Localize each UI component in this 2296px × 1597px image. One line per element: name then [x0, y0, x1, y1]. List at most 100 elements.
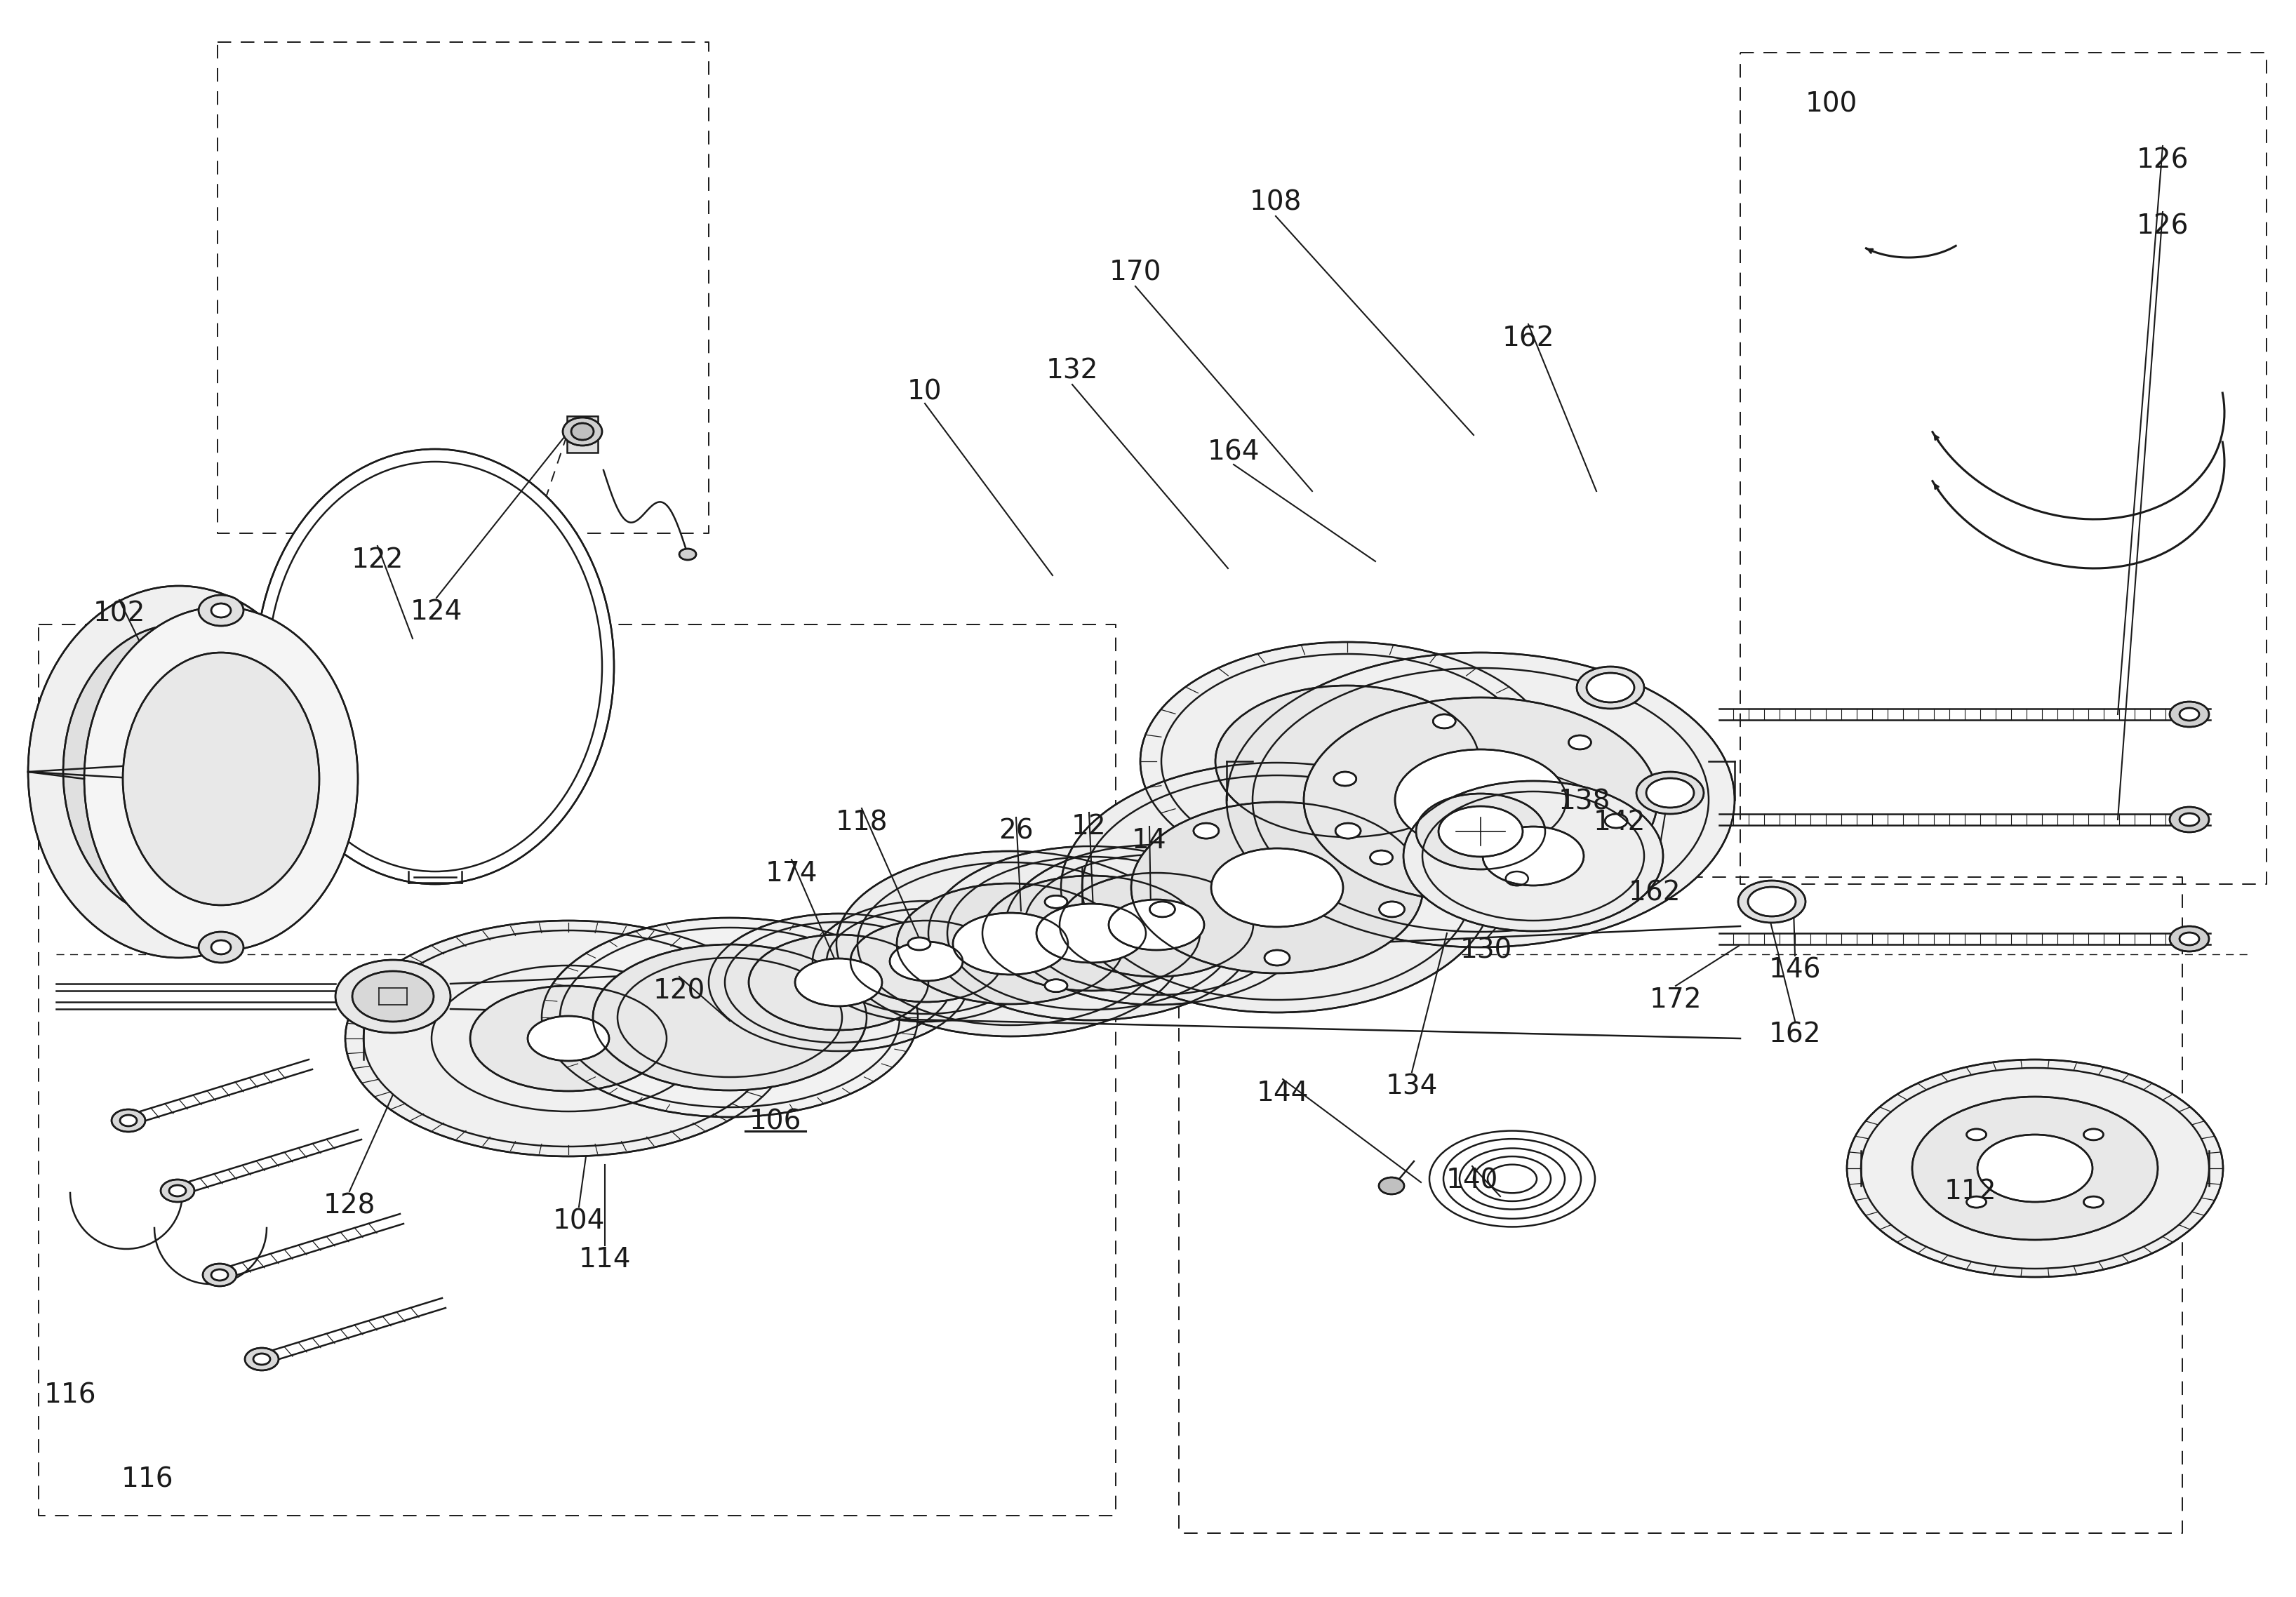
Ellipse shape: [2170, 806, 2209, 832]
Ellipse shape: [813, 901, 1040, 1022]
Ellipse shape: [85, 607, 358, 950]
Ellipse shape: [592, 944, 866, 1091]
Ellipse shape: [1635, 771, 1704, 814]
Text: 126: 126: [2135, 212, 2188, 240]
Ellipse shape: [1215, 685, 1479, 837]
Ellipse shape: [907, 937, 930, 950]
Text: 130: 130: [1460, 937, 1511, 965]
Ellipse shape: [1150, 902, 1176, 917]
Text: 174: 174: [765, 861, 817, 886]
Ellipse shape: [197, 596, 243, 626]
Ellipse shape: [2170, 926, 2209, 952]
Ellipse shape: [542, 918, 918, 1116]
Ellipse shape: [1378, 1177, 1403, 1195]
Ellipse shape: [928, 846, 1254, 1020]
Ellipse shape: [528, 1016, 608, 1060]
Text: 116: 116: [122, 1466, 174, 1493]
Text: 146: 146: [1768, 957, 1821, 984]
Ellipse shape: [1334, 822, 1359, 838]
Ellipse shape: [1006, 845, 1306, 1005]
Text: 120: 120: [652, 977, 705, 1005]
Ellipse shape: [1605, 814, 1628, 827]
Ellipse shape: [161, 1180, 195, 1203]
Text: 162: 162: [1628, 880, 1681, 905]
Text: 126: 126: [2135, 147, 2188, 174]
Text: 108: 108: [1249, 188, 1302, 216]
Ellipse shape: [1210, 848, 1343, 926]
Ellipse shape: [1977, 1134, 2092, 1203]
Ellipse shape: [983, 875, 1199, 990]
Text: 106: 106: [748, 1108, 801, 1134]
Ellipse shape: [1132, 802, 1424, 973]
Text: 100: 100: [1805, 91, 1857, 117]
Ellipse shape: [2082, 1196, 2103, 1207]
Ellipse shape: [246, 1348, 278, 1370]
Ellipse shape: [1506, 872, 1527, 886]
Text: 14: 14: [1132, 827, 1166, 854]
Ellipse shape: [1747, 886, 1795, 917]
Ellipse shape: [1646, 778, 1694, 808]
Ellipse shape: [1965, 1129, 1986, 1140]
Ellipse shape: [1035, 904, 1146, 963]
Ellipse shape: [1265, 950, 1290, 966]
Text: 162: 162: [1502, 324, 1554, 351]
Ellipse shape: [351, 971, 434, 1022]
Ellipse shape: [1913, 1097, 2158, 1239]
Text: 104: 104: [553, 1207, 604, 1234]
Ellipse shape: [1334, 771, 1357, 786]
Ellipse shape: [122, 653, 319, 905]
Text: 122: 122: [351, 546, 404, 573]
Ellipse shape: [1437, 806, 1522, 856]
Text: 128: 128: [324, 1191, 377, 1219]
Ellipse shape: [1371, 851, 1391, 864]
Text: 26: 26: [999, 818, 1033, 845]
Ellipse shape: [335, 960, 450, 1033]
Ellipse shape: [563, 417, 602, 446]
Text: 134: 134: [1384, 1073, 1437, 1099]
Ellipse shape: [1433, 714, 1456, 728]
Text: 140: 140: [1446, 1167, 1497, 1193]
Ellipse shape: [1304, 698, 1658, 902]
Ellipse shape: [572, 423, 592, 439]
Ellipse shape: [1568, 735, 1591, 749]
Text: 162: 162: [1768, 1022, 1821, 1048]
Ellipse shape: [1139, 642, 1554, 880]
Text: 144: 144: [1256, 1080, 1309, 1107]
Ellipse shape: [1738, 880, 1805, 923]
Ellipse shape: [1226, 653, 1733, 947]
Ellipse shape: [2170, 701, 2209, 727]
Ellipse shape: [1965, 1196, 1986, 1207]
Ellipse shape: [836, 851, 1185, 1036]
Ellipse shape: [253, 1354, 271, 1365]
Text: 102: 102: [94, 600, 145, 628]
Ellipse shape: [1577, 666, 1644, 709]
Ellipse shape: [113, 1110, 145, 1132]
Text: 138: 138: [1559, 787, 1609, 814]
Ellipse shape: [1045, 896, 1068, 909]
Ellipse shape: [889, 942, 962, 981]
Ellipse shape: [1403, 781, 1662, 931]
Ellipse shape: [1846, 1059, 2223, 1278]
Ellipse shape: [850, 920, 1001, 1001]
Ellipse shape: [170, 1185, 186, 1196]
Text: 164: 164: [1208, 439, 1261, 466]
Ellipse shape: [709, 913, 969, 1051]
Text: 132: 132: [1045, 358, 1097, 383]
Ellipse shape: [119, 1115, 138, 1126]
Ellipse shape: [344, 920, 792, 1156]
Text: 116: 116: [44, 1381, 96, 1409]
Ellipse shape: [2082, 1129, 2103, 1140]
Ellipse shape: [28, 586, 331, 958]
FancyBboxPatch shape: [567, 417, 597, 452]
Ellipse shape: [680, 549, 696, 561]
Ellipse shape: [1058, 874, 1254, 977]
Ellipse shape: [1394, 749, 1566, 851]
Ellipse shape: [471, 985, 666, 1091]
Ellipse shape: [1061, 763, 1492, 1012]
Ellipse shape: [2179, 813, 2200, 826]
Text: 12: 12: [1072, 813, 1107, 840]
Text: 172: 172: [1649, 987, 1701, 1012]
Ellipse shape: [211, 1270, 227, 1281]
Ellipse shape: [1109, 899, 1203, 950]
Text: 114: 114: [579, 1246, 631, 1273]
